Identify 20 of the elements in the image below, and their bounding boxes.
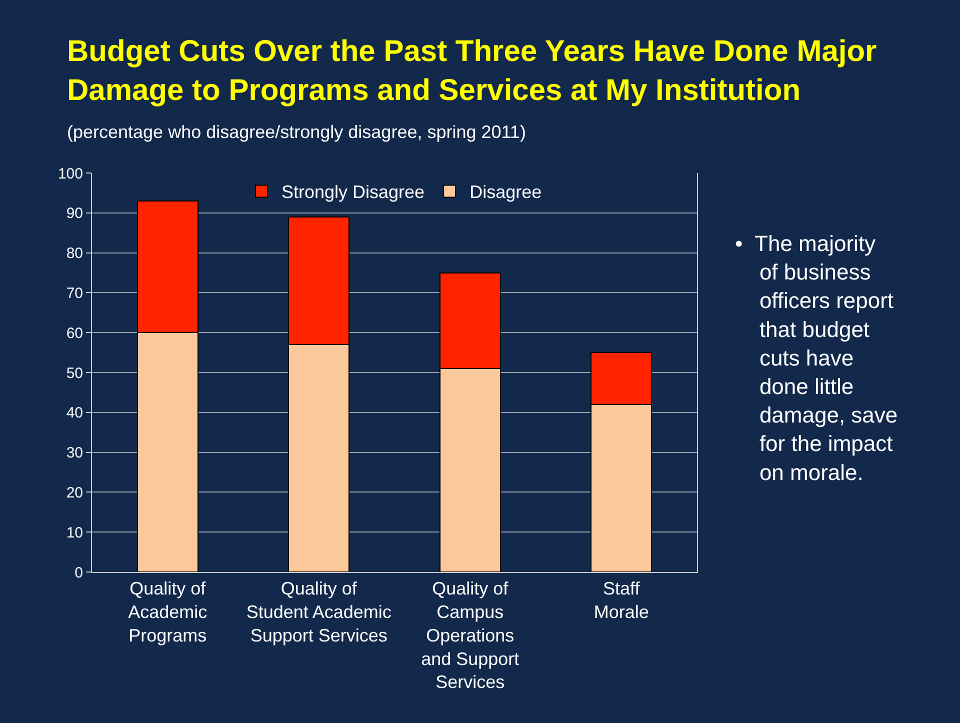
x-tick-label: Staff Morale <box>594 578 649 622</box>
y-tick-label: 100 <box>58 165 83 182</box>
y-tick-label: 80 <box>66 245 83 262</box>
y-tick-label: 0 <box>74 564 83 582</box>
y-tick-label: 60 <box>66 324 83 342</box>
y-tick-label: 10 <box>66 524 83 542</box>
legend-label: Strongly Disagree <box>282 182 425 202</box>
text: • The majority of business officers report that budget cuts have done little damage, save for the impact on morale. <box>735 231 898 485</box>
y-tick-label: 70 <box>66 284 83 302</box>
x-tick-label: Quality of Student Academic Support Services <box>246 578 392 646</box>
legend-label: Disagree <box>470 182 542 202</box>
y-tick-label: 90 <box>66 205 83 222</box>
y-tick-label: 30 <box>66 444 83 462</box>
x-tick-label: Quality of Academic Programs <box>128 578 208 646</box>
y-tick-label: 50 <box>66 364 83 382</box>
y-tick-label: 40 <box>66 404 83 422</box>
x-tick-label: Quality of Campus Operations and Support Services <box>421 578 520 692</box>
chart-title: Budget Cuts Over the Past Three Years Have Done Major Damage to Programs and Services at My Institution <box>67 35 878 107</box>
y-tick-label: 20 <box>66 484 83 502</box>
chart-subtitle: (percentage who disagree/strongly disagree, spring 2011) <box>67 122 526 142</box>
